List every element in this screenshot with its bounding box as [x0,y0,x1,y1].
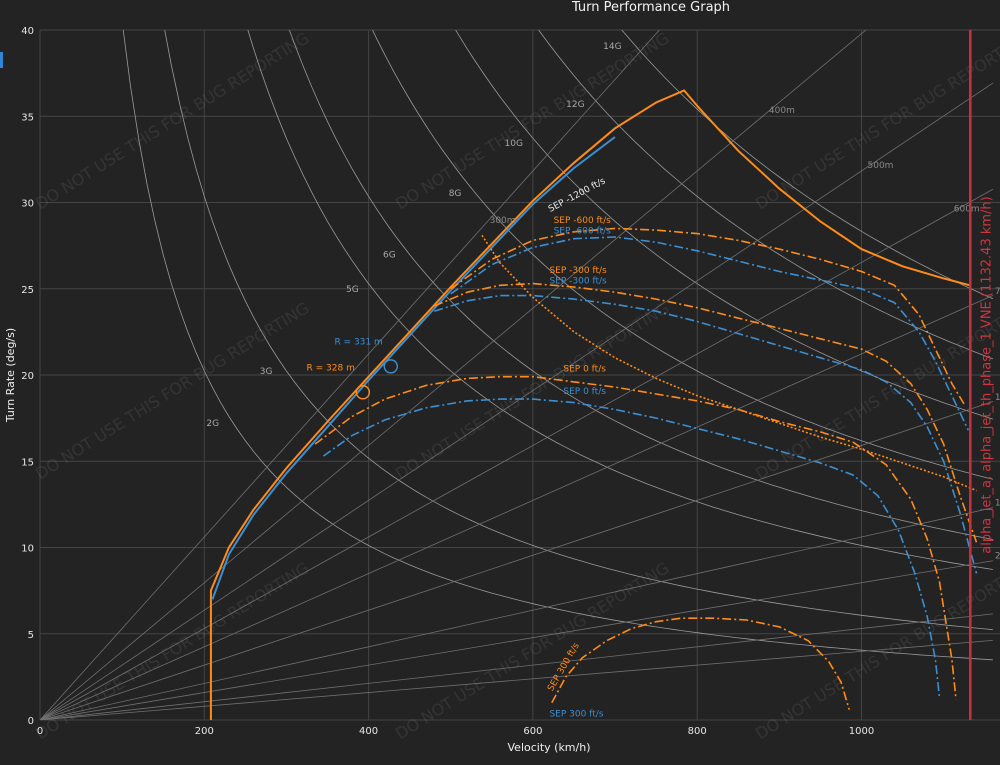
side-panel-tab[interactable] [0,52,3,68]
series [209,89,978,720]
constant-g-label: 8G [449,189,462,199]
series-line [551,617,850,710]
sep-label: SEP -600 ft/s [554,216,612,226]
constant-radius-label: 2000m [995,551,1000,561]
y-tick-label: 40 [21,26,34,37]
constant-g-line [372,30,993,480]
y-tick-label: 30 [21,199,34,210]
y-tick-label: 5 [28,630,34,641]
constant-g-line [122,30,993,661]
turn-radius-label: R = 328 m [307,363,355,373]
series-line [450,227,965,405]
turn-radius-marker [355,385,371,400]
constant-radius-label: 500m [868,161,894,171]
y-tick-label: 10 [21,544,34,555]
y-tick-label: 0 [28,716,34,727]
constant-radius-label: 1000m [995,393,1000,403]
constant-g-line [288,30,993,540]
constant-radius-line [40,639,993,720]
x-tick-label: 600 [523,726,542,737]
watermark-text: DO NOT USE THIS FOR BUG REPORTING [32,558,312,743]
x-tick-label: 400 [359,726,378,737]
constant-radius-line [40,30,867,720]
watermark-text: DO NOT USE THIS FOR BUG REPORTING [752,558,1000,743]
turn-radius-label: R = 331 m [334,337,382,347]
ticks: 0 200 400 600 800 1000 0 5 10 15 20 25 30 35 40 [21,26,874,737]
sep-label: SEP -300 ft/s [549,266,607,276]
constant-g-label: 6G [383,251,396,261]
constant-radius-label: 750m [995,287,1000,297]
series-line [211,136,616,600]
sep-label: SEP 300 ft/s [549,710,603,720]
series-line [314,375,957,700]
watermark-text: DO NOT USE THIS FOR BUG REPORTING [32,298,312,483]
watermark: DO NOT USE THIS FOR BUG REPORTING DO NOT … [32,28,1000,743]
series-line [209,89,971,720]
sep-label: SEP -300 ft/s [549,277,607,287]
watermark-text: DO NOT USE THIS FOR BUG REPORTING [392,558,672,743]
constant-radius-line [40,507,994,720]
constant-radius-line [40,295,994,720]
constant-radius-label: 1500m [995,499,1000,509]
constant-radius-line [40,401,994,720]
chart-title: Turn Performance Graph [571,0,730,15]
watermark-text: DO NOT USE THIS FOR BUG REPORTING [32,28,312,213]
series-line [433,282,978,543]
constant-radius-line [40,30,660,720]
watermark-text: DO NOT USE THIS FOR BUG REPORTING [392,28,672,213]
series-line [434,294,978,574]
grid [39,29,1000,721]
constant-g-label: 5G [346,285,359,295]
y-tick-label: 35 [21,112,34,123]
constant-g-line [538,30,994,360]
sep-label: SEP -600 ft/s [554,227,612,237]
constant-radius-label: 300m [490,216,516,226]
reference-lines [40,30,994,720]
sep-label: SEP 0 ft/s [563,387,606,397]
sep-label: SEP -1200 ft/s [547,176,608,215]
y-axis-title: Turn Rate (deg/s) [4,328,17,423]
constant-radius-line [40,188,994,720]
turn-radius-marker [383,359,398,374]
watermark-text: DO NOT USE THIS FOR BUG REPORTING [752,298,1000,483]
x-tick-label: 200 [195,726,214,737]
constant-g-label: 14G [603,42,621,52]
sep-label: SEP 0 ft/s [563,365,606,375]
constant-g-label: 10G [505,139,523,149]
constant-radius-line [40,613,993,720]
watermark-text: DO NOT USE THIS FOR BUG REPORTING [752,28,1000,213]
x-tick-label: 1000 [849,726,874,737]
y-tick-label: 15 [21,457,34,468]
constant-g-line [164,30,993,631]
constant-g-label: 12G [566,100,584,110]
y-tick-label: 25 [21,285,34,296]
constant-g-label: 2G [206,419,219,429]
x-tick-label: 0 [37,726,43,737]
constant-g-label: 3G [260,367,273,377]
series-line [481,234,977,492]
constant-radius-line [40,82,994,720]
constant-radius-line [40,560,994,720]
series-line [450,236,970,431]
constant-g-line [621,30,994,300]
constant-radius-label: 400m [769,106,795,116]
x-axis-title: Velocity (km/h) [508,741,591,754]
vne-label: alpha_jet_a, alpha_jet_th_phase_1 VNE (1… [979,196,994,554]
x-tick-label: 800 [688,726,707,737]
y-tick-label: 20 [21,371,34,382]
constant-radius-label: 600m [954,204,980,214]
